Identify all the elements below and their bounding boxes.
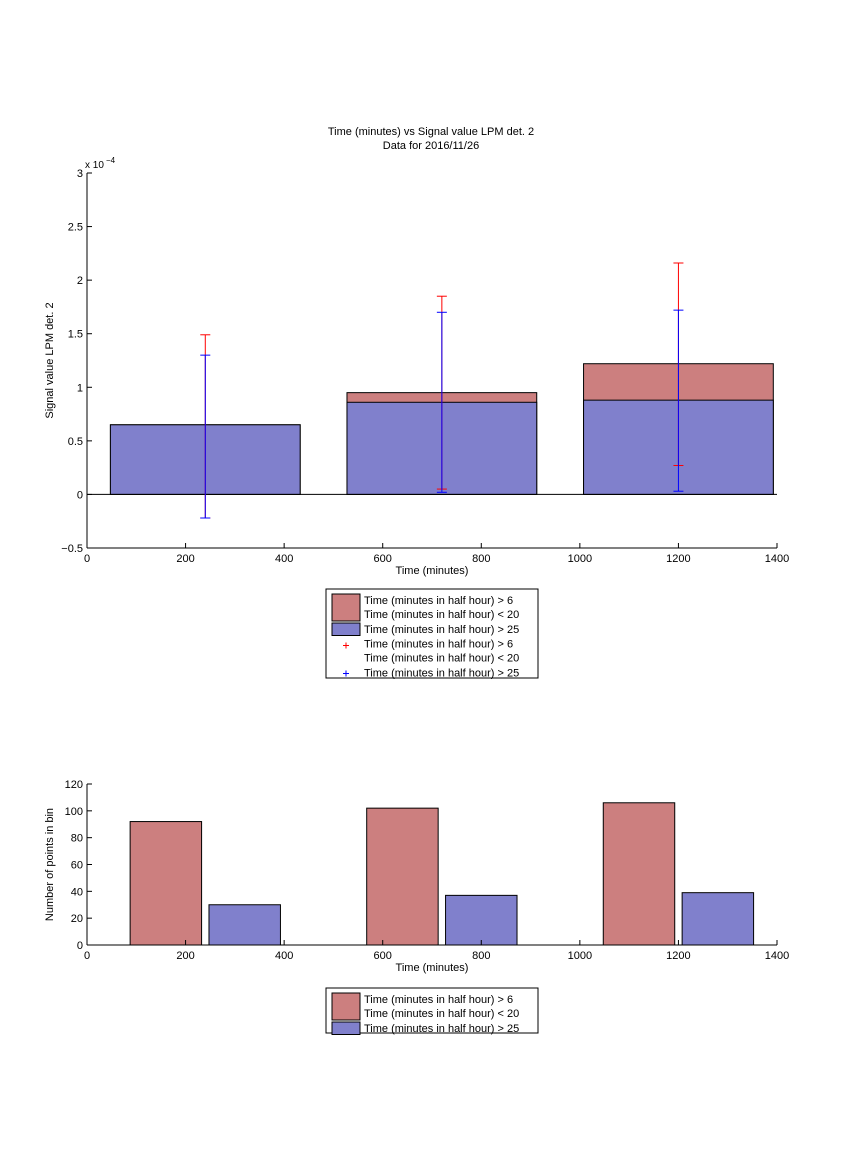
legend-label: Time (minutes in half hour) > 6 [364,639,513,651]
plot2-y-tick-label: 80 [71,833,83,845]
plot2-x-tick-label: 1200 [666,950,690,962]
chart-title: Time (minutes) vs Signal value LPM det. … [328,126,534,138]
plot1-x-tick-label: 400 [275,553,293,565]
plot1-x-tick-label: 600 [374,553,392,565]
count-bar-gt25 [445,894,518,946]
plot2-x-tick-label: 200 [176,950,194,962]
legend-label: Time (minutes in half hour) > 25 [364,668,519,680]
plot2-x-axis-label: Time (minutes) [396,962,469,974]
plot1-x-tick-label: 800 [472,553,490,565]
count-bar-gt6-lt20 [129,821,203,946]
y-exponent-power: −4 [106,156,116,165]
plot2-x-tick-label: 0 [84,950,90,962]
plot1-x-tick-label: 1200 [666,553,690,565]
plot1-y-tick-label: 0 [77,489,83,501]
legend-label: Time (minutes in half hour) > 25 [364,1023,519,1035]
plot1-x-axis-label: Time (minutes) [396,565,469,577]
plot2-y-tick-label: 100 [65,806,83,818]
count-bar-gt6-lt20 [366,807,439,946]
plot1-y-tick-label: 1.5 [68,329,83,341]
plot1-y-axis-label: Signal value LPM det. 2 [44,302,56,418]
plot2-x-tick-label: 600 [374,950,392,962]
legend-label: Time (minutes in half hour) < 20 [364,1008,519,1020]
count-legend: Time (minutes in half hour) > 6 Time (min… [325,987,539,1035]
legend-swatch [331,1021,361,1035]
plot2-x-tick-label: 800 [472,950,490,962]
plot1-x-tick-label: 1400 [765,553,789,565]
count-bar-gt6-lt20 [602,802,676,946]
plot1-y-tick-label: 2.5 [68,222,83,234]
plot1-x-tick-label: 200 [176,553,194,565]
legend-swatch [331,593,361,622]
plot2-x-tick-label: 400 [275,950,293,962]
plot1-y-tick-label: 0.5 [68,436,83,448]
chart-subtitle: Data for 2016/11/26 [383,140,479,152]
plot1-y-tick-label: 3 [77,168,83,180]
legend-label: Time (minutes in half hour) < 20 [364,609,519,621]
plot1-y-tick-label: 2 [77,275,83,287]
plot2-y-tick-label: 60 [71,860,83,872]
plot2-y-axis-label: Number of points in bin [44,808,56,921]
signal-plot: 0 200 400 600 800 1000 1200 1400−0.500.511.522.… [44,156,789,577]
legend-box [325,588,539,679]
legend-label: Time (minutes in half hour) > 6 [364,994,513,1006]
count-plot: 0 200 400 600 800 1000 1200 1400 0 20 40 60 80 100 120… [44,779,789,974]
legend-label: Time (minutes in half hour) > 25 [364,624,519,636]
plot1-x-tick-label: 0 [84,553,90,565]
legend-swatch [331,622,361,636]
plot2-y-tick-label: 120 [65,779,83,791]
y-exponent-label: x 10 [85,160,104,171]
plot2-y-tick-label: 40 [71,886,83,898]
signal-legend: Time (minutes in half hour) > 6 Time (min… [325,588,539,680]
count-bar-gt25 [208,904,281,946]
plot2-y-tick-label: 0 [77,940,83,952]
legend-swatch [331,992,361,1021]
count-bar-gt25 [681,892,755,946]
legend-box [325,987,539,1034]
plot1-y-tick-label: −0.5 [61,543,83,555]
plot2-x-tick-label: 1000 [568,950,592,962]
plot1-y-tick-label: 1 [77,382,83,394]
legend-label: Time (minutes in half hour) < 20 [364,653,519,665]
plot2-y-tick-label: 20 [71,913,83,925]
plot2-x-tick-label: 1400 [765,950,789,962]
legend-label: Time (minutes in half hour) > 6 [364,595,513,607]
plot1-x-tick-label: 1000 [568,553,592,565]
